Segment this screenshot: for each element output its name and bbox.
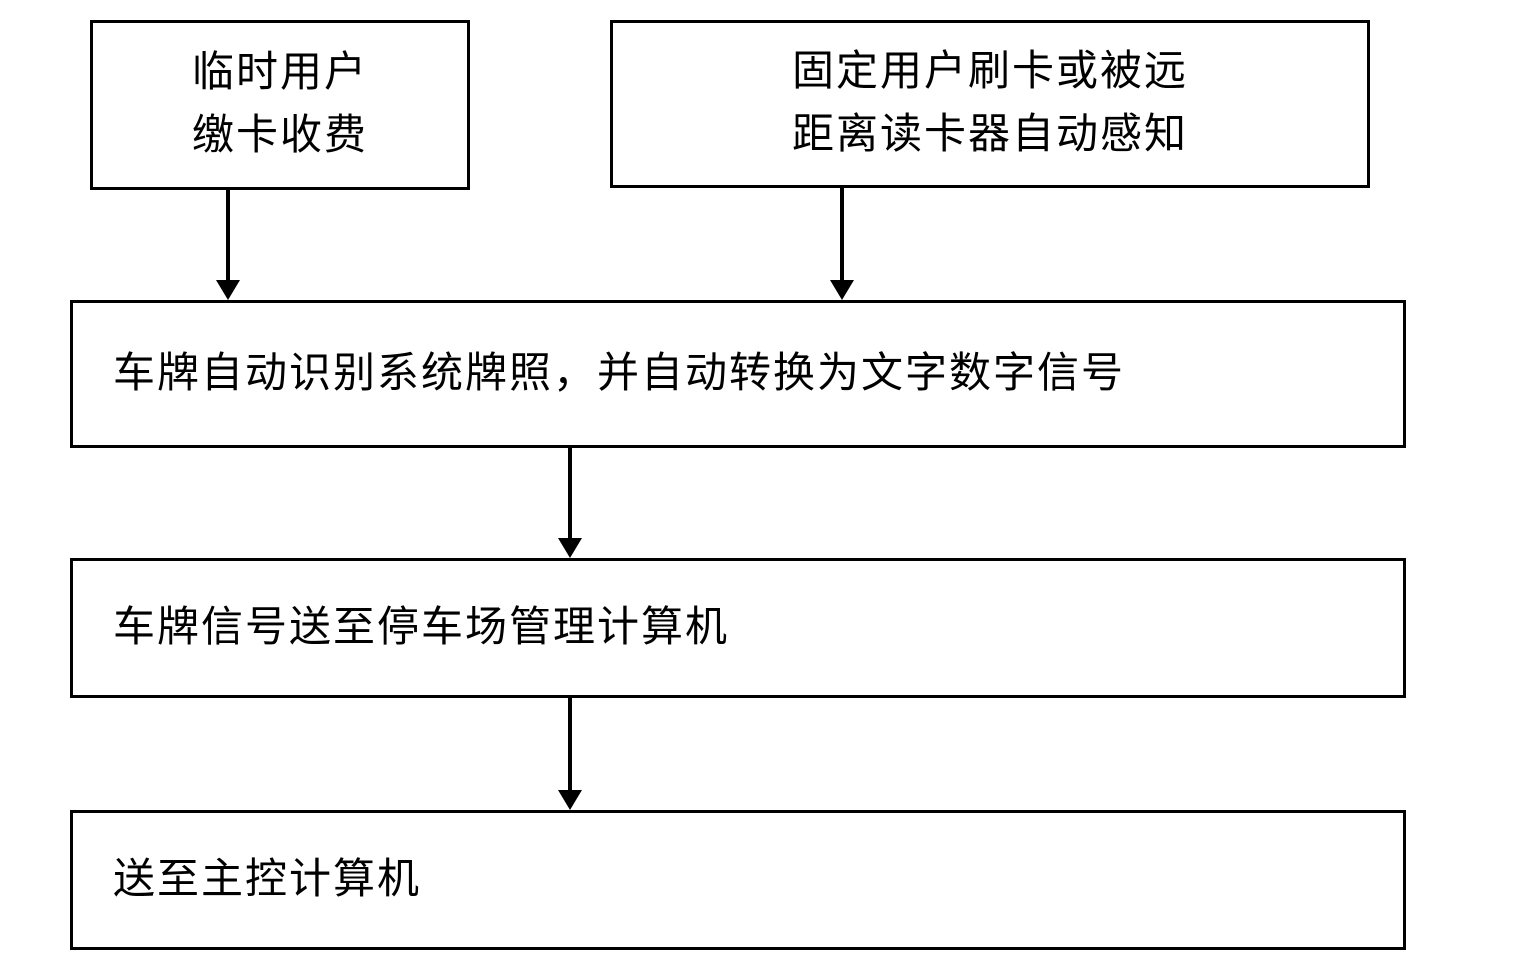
node-temp-user: 临时用户 缴卡收费	[90, 20, 470, 190]
arrow-head-icon	[830, 280, 854, 300]
node-plate-recognition: 车牌自动识别系统牌照，并自动转换为文字数字信号	[70, 300, 1406, 448]
arrow-line	[568, 698, 572, 790]
text-line: 临时用户	[192, 50, 368, 96]
arrow-line	[226, 190, 230, 280]
node-send-to-parking-text: 车牌信号送至停车场管理计算机	[73, 587, 1403, 670]
node-fixed-user-text: 固定用户刷卡或被远 距离读卡器自动感知	[772, 31, 1208, 177]
text-line: 缴卡收费	[192, 113, 368, 159]
text-line: 固定用户刷卡或被远	[792, 49, 1188, 95]
arrow-head-icon	[216, 280, 240, 300]
node-fixed-user: 固定用户刷卡或被远 距离读卡器自动感知	[610, 20, 1370, 188]
node-temp-user-text: 临时用户 缴卡收费	[172, 32, 388, 178]
node-send-to-parking: 车牌信号送至停车场管理计算机	[70, 558, 1406, 698]
text-line: 距离读卡器自动感知	[792, 112, 1188, 158]
arrow-line	[840, 188, 844, 280]
node-send-to-main-text: 送至主控计算机	[73, 839, 1403, 922]
arrow-line	[568, 448, 572, 538]
node-send-to-main: 送至主控计算机	[70, 810, 1406, 950]
arrow-head-icon	[558, 790, 582, 810]
node-plate-recognition-text: 车牌自动识别系统牌照，并自动转换为文字数字信号	[73, 333, 1403, 416]
arrow-head-icon	[558, 538, 582, 558]
